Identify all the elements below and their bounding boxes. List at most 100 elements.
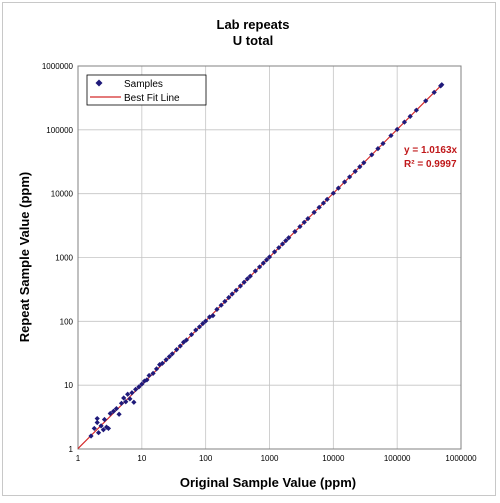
sample-point <box>431 89 437 95</box>
sample-point <box>439 82 445 88</box>
r-squared-annotation: R² = 0.9997 <box>404 159 457 170</box>
sample-point <box>407 113 413 119</box>
sample-point <box>311 209 317 215</box>
sample-point <box>263 257 270 263</box>
x-tick-label: 10 <box>137 454 146 463</box>
sample-point <box>159 360 166 366</box>
sample-point <box>123 399 129 405</box>
sample-point <box>226 294 232 301</box>
x-axis-title: Original Sample Value (ppm) <box>180 475 356 490</box>
sample-point <box>200 321 206 327</box>
sample-point <box>169 351 175 357</box>
sample-point <box>113 405 120 412</box>
y-tick-label: 10 <box>64 381 73 390</box>
sample-point <box>320 200 327 206</box>
sample-point <box>229 291 235 297</box>
chart-title: Lab repeats <box>217 17 290 32</box>
x-tick-label: 1 <box>76 454 81 463</box>
sample-point <box>94 415 100 422</box>
plot-border <box>77 65 462 450</box>
x-tick-label: 10000 <box>322 454 345 463</box>
sample-point <box>292 229 298 235</box>
sample-point <box>286 235 292 241</box>
sample-point <box>401 119 408 125</box>
sample-point <box>144 377 150 383</box>
sample-point <box>100 427 107 433</box>
sample-point <box>375 146 381 152</box>
sample-point <box>301 219 307 225</box>
legend-marker-samples <box>95 79 103 87</box>
sample-point <box>361 160 367 166</box>
sample-point <box>127 396 133 402</box>
sample-point <box>188 331 195 338</box>
sample-point <box>276 245 282 251</box>
chart-frame: Lab repeats U total 1 10 100 1000 10000 10000… <box>2 2 496 496</box>
sample-point <box>177 343 183 349</box>
sample-point <box>222 298 228 305</box>
sample-point <box>237 283 243 289</box>
legend-label-samples: Samples <box>124 79 163 90</box>
x-tick-label: 100 <box>199 454 213 463</box>
sample-point <box>297 223 303 230</box>
sample-point <box>136 384 142 390</box>
sample-point <box>139 381 145 387</box>
sample-point <box>214 306 220 312</box>
sample-point <box>233 287 239 293</box>
sample-point <box>252 268 258 274</box>
sample-point <box>283 238 289 244</box>
sample-point <box>271 249 278 255</box>
sample-point <box>173 347 180 353</box>
sample-point <box>91 425 97 432</box>
sample-point <box>88 433 94 439</box>
x-tick-label: 1000 <box>261 454 279 463</box>
y-tick-label: 1000000 <box>42 62 74 71</box>
sample-point <box>183 337 190 343</box>
sample-point <box>153 366 160 372</box>
chart-subtitle: U total <box>233 33 273 48</box>
sample-point <box>247 273 253 279</box>
sample-point <box>146 372 152 379</box>
sample-point <box>193 327 199 333</box>
y-tick-label: 1 <box>69 445 74 454</box>
sample-point <box>316 204 322 210</box>
chart-svg: Lab repeats U total 1 10 100 1000 10000 10000… <box>17 17 477 490</box>
sample-point <box>133 386 139 392</box>
sample-point <box>116 411 122 417</box>
y-tick-label: 100000 <box>46 126 73 135</box>
sample-point <box>141 378 148 384</box>
sample-point <box>107 410 113 417</box>
sample-point <box>95 430 102 436</box>
sample-point <box>101 416 108 423</box>
sample-point <box>380 140 386 147</box>
sample-point <box>118 400 125 406</box>
sample-point <box>110 408 117 414</box>
sample-point <box>210 312 216 319</box>
legend-label-fit: Best Fit Line <box>124 93 180 104</box>
x-tick-label: 100000 <box>384 454 411 463</box>
sample-point <box>423 98 429 104</box>
sample-point <box>121 395 127 401</box>
plot-area <box>77 65 462 450</box>
sample-point <box>413 107 419 113</box>
sample-point <box>218 302 224 308</box>
sample-point <box>241 279 247 285</box>
sample-point <box>166 354 172 360</box>
sample-point <box>266 254 273 260</box>
y-tick-labels: 1 10 100 1000 10000 100000 1000000 <box>42 62 74 454</box>
sample-point <box>94 419 100 426</box>
sample-point <box>388 132 394 139</box>
legend: Samples Best Fit Line <box>86 74 207 106</box>
y-tick-label: 1000 <box>55 254 73 263</box>
sample-point <box>352 168 358 174</box>
sample-markers <box>88 82 445 439</box>
legend-box <box>86 74 207 106</box>
sample-point <box>279 241 286 247</box>
y-tick-label: 10000 <box>51 190 74 199</box>
sample-point <box>347 174 353 180</box>
sample-point <box>260 260 266 266</box>
sample-point <box>357 164 363 170</box>
sample-point <box>341 179 348 185</box>
sample-point <box>305 216 311 222</box>
fit-equation-annotation: y = 1.0163x <box>404 145 458 156</box>
sample-point <box>206 314 213 320</box>
